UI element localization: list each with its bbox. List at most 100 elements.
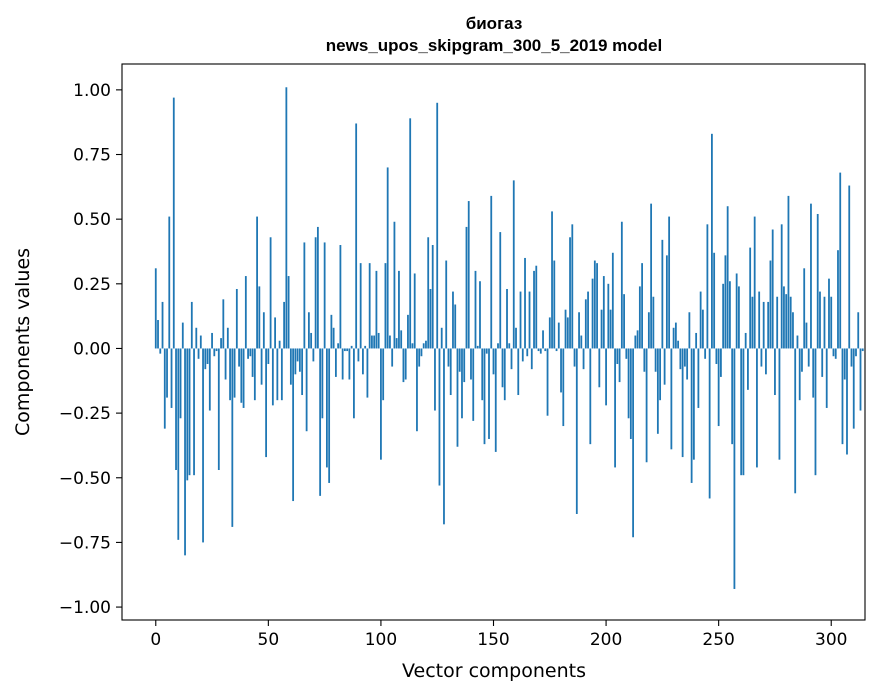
bar-273 (769, 260, 772, 349)
bar-40 (244, 276, 247, 349)
bar-99 (377, 332, 380, 349)
x-tick-label: 300 (815, 630, 847, 650)
plot-frame (121, 63, 866, 621)
y-tick-label: 0.00 (73, 339, 111, 359)
bar-114 (411, 343, 414, 349)
bar-244 (704, 348, 707, 359)
bar-247 (711, 133, 713, 349)
bar-204 (614, 348, 616, 468)
bar-199 (602, 276, 605, 349)
bar-254 (726, 206, 729, 349)
bar-77 (328, 348, 331, 483)
bar-89 (355, 123, 358, 349)
bar-230 (672, 327, 675, 349)
bar-6 (168, 216, 171, 349)
bar-50 (267, 348, 270, 364)
bar-4 (163, 348, 166, 429)
bar-194 (591, 278, 594, 349)
bar-92 (362, 348, 364, 375)
y-tick-label: 0.75 (73, 146, 111, 166)
bar-53 (274, 317, 276, 349)
bar-213 (634, 335, 637, 349)
bar-85 (346, 348, 349, 352)
bar-132 (452, 291, 454, 349)
bar-275 (774, 348, 776, 396)
bar-267 (756, 348, 758, 468)
bar-182 (564, 309, 567, 349)
bar-109 (400, 330, 403, 349)
bar-1 (157, 320, 159, 349)
bar-124 (434, 348, 436, 411)
bar-203 (611, 252, 614, 349)
bar-289 (805, 322, 808, 349)
bar-302 (834, 348, 837, 359)
bar-181 (562, 348, 565, 427)
bar-105 (391, 348, 394, 367)
bar-265 (751, 296, 754, 349)
bar-31 (224, 348, 227, 380)
bar-278 (780, 224, 783, 349)
bar-111 (404, 348, 407, 380)
bar-255 (729, 281, 731, 349)
bar-142 (474, 270, 477, 349)
bar-66 (303, 242, 306, 349)
bar-177 (553, 260, 556, 349)
bar-138 (465, 226, 468, 349)
bar-226 (663, 348, 666, 385)
bar-97 (373, 335, 376, 349)
bar-263 (747, 348, 749, 390)
bar-189 (580, 335, 583, 349)
bar-229 (670, 348, 673, 450)
bar-35 (233, 348, 236, 398)
bar-128 (443, 348, 445, 525)
bar-235 (683, 348, 686, 367)
bar-72 (316, 226, 319, 349)
bar-165 (526, 348, 529, 357)
bar-107 (395, 338, 398, 349)
x-tick-label: 50 (258, 630, 280, 650)
bar-7 (170, 348, 173, 408)
bar-65 (301, 348, 304, 396)
bar-64 (298, 348, 301, 372)
bar-127 (440, 327, 443, 349)
bar-231 (674, 322, 677, 349)
bar-268 (758, 291, 761, 349)
bar-183 (566, 317, 569, 349)
bar-304 (839, 172, 842, 349)
bar-285 (796, 335, 799, 349)
bar-71 (314, 237, 317, 349)
bar-296 (821, 348, 824, 377)
bar-240 (695, 332, 698, 349)
bar-110 (402, 348, 405, 383)
bar-88 (353, 348, 355, 419)
bar-218 (645, 348, 648, 463)
y-tick-label: −0.25 (59, 404, 111, 424)
bar-19 (197, 348, 200, 359)
bar-284 (794, 348, 797, 494)
bar-279 (783, 286, 785, 349)
bar-269 (760, 348, 763, 367)
bar-79 (332, 327, 335, 349)
bar-54 (276, 348, 279, 401)
bar-151 (494, 348, 497, 452)
bar-205 (616, 348, 619, 364)
bar-30 (222, 299, 225, 349)
bar-206 (618, 348, 621, 383)
bar-160 (515, 327, 517, 349)
bar-18 (195, 327, 198, 349)
bar-251 (720, 348, 722, 377)
bar-167 (530, 348, 533, 370)
bar-55 (278, 340, 281, 349)
bar-270 (762, 301, 765, 349)
bar-29 (220, 338, 222, 349)
bar-274 (771, 229, 774, 349)
bar-276 (776, 296, 779, 349)
bar-117 (418, 348, 421, 367)
bar-266 (753, 216, 756, 349)
bar-300 (830, 296, 833, 349)
bar-24 (208, 348, 211, 411)
y-tick-label: 1.00 (73, 81, 111, 101)
bar-211 (629, 348, 632, 439)
bar-121 (427, 237, 430, 349)
y-tick-label: −0.75 (59, 533, 111, 553)
